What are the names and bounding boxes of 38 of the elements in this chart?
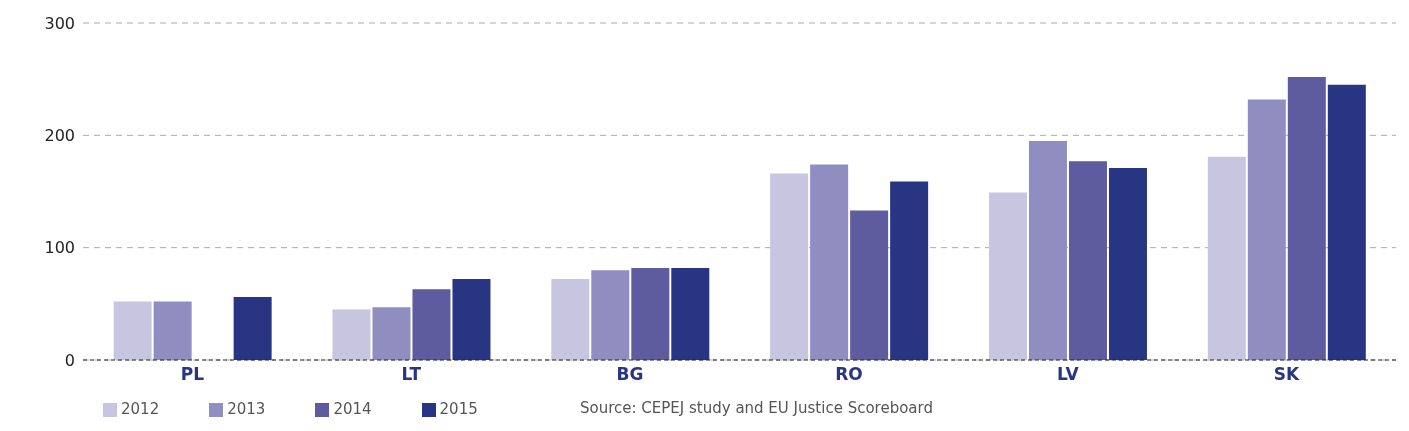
- bar: [372, 307, 411, 360]
- y-tick-label: 200: [44, 126, 75, 146]
- bar: [631, 267, 670, 360]
- bar: [113, 301, 152, 360]
- x-tick-label: LV: [1056, 364, 1080, 385]
- legend-label: 2013: [227, 400, 266, 418]
- bar: [1247, 99, 1286, 360]
- bar: [988, 192, 1027, 360]
- bar: [551, 279, 590, 360]
- x-tick-label: LT: [401, 364, 422, 385]
- source-note: Source: CEPEJ study and EU Justice Scoreboard: [580, 399, 933, 417]
- bar: [1028, 140, 1067, 360]
- x-tick-label: RO: [835, 364, 863, 385]
- bar: [671, 267, 710, 360]
- bar: [810, 164, 849, 360]
- bar: [1108, 167, 1147, 360]
- x-tick-label: BG: [616, 364, 644, 385]
- bar: [1068, 161, 1107, 360]
- x-tick-label: SK: [1273, 364, 1301, 385]
- legend-label: 2012: [121, 400, 160, 418]
- y-tick-label: 100: [44, 238, 75, 258]
- bar: [1327, 84, 1366, 360]
- legend-label: 2014: [333, 400, 372, 418]
- bar: [332, 309, 371, 360]
- bar: [1207, 156, 1246, 360]
- legend-label: 2015: [439, 400, 478, 418]
- bar: [1287, 76, 1326, 360]
- bar: [890, 181, 929, 360]
- bar: [153, 301, 192, 360]
- bar: [233, 297, 272, 360]
- bar: [591, 270, 630, 360]
- bar: [412, 289, 451, 360]
- bar: [770, 173, 809, 360]
- bar: [850, 210, 889, 360]
- bar: [452, 279, 491, 360]
- y-tick-label: 300: [44, 13, 75, 33]
- y-tick-label: 0: [64, 350, 75, 370]
- x-tick-label: PL: [180, 364, 205, 385]
